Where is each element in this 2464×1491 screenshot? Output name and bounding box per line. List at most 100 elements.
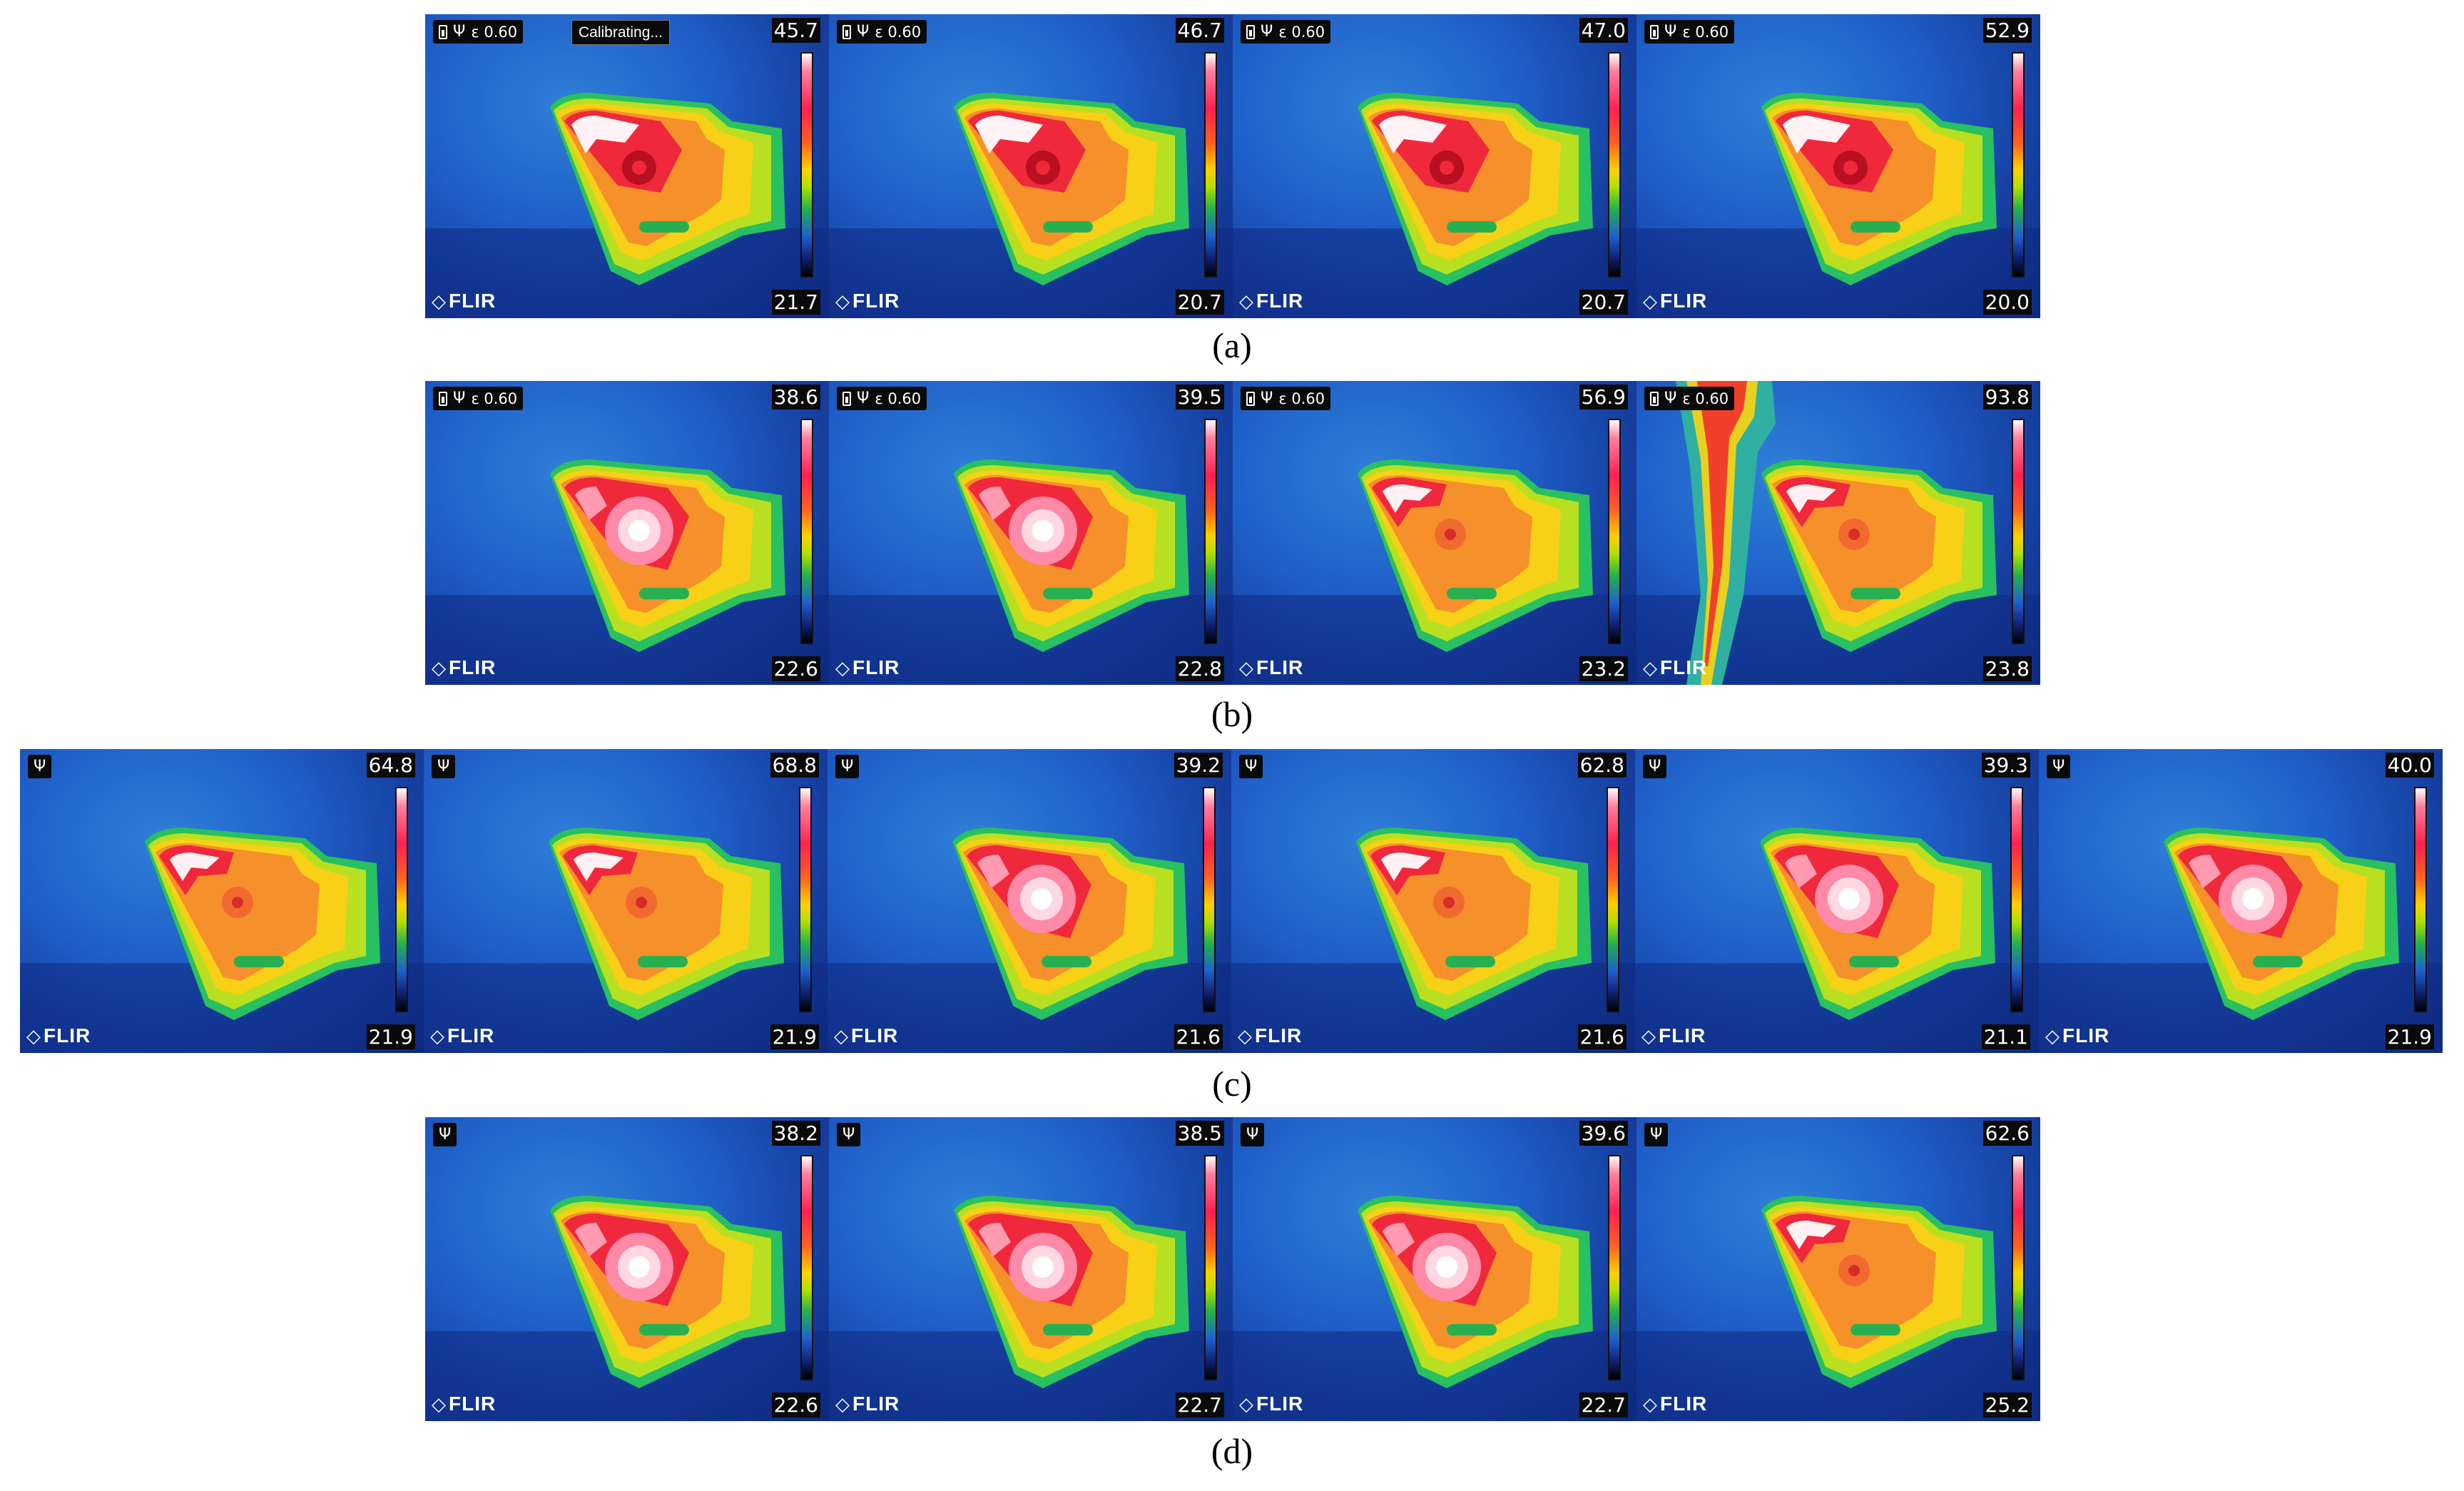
flir-logo-icon: ◇ <box>1643 656 1658 678</box>
status-bar: Ψ <box>837 1123 861 1146</box>
min-temperature: 21.6 <box>1174 1024 1223 1049</box>
emissivity-label: ε 0.60 <box>471 390 518 407</box>
color-scale-bar <box>1607 787 1619 1012</box>
thermal-hotspot-image <box>1635 828 2039 1053</box>
flir-logo: ◇ FLIR <box>1239 656 1303 679</box>
usb-icon: Ψ <box>453 22 466 41</box>
emissivity-label: ε 0.60 <box>1278 390 1325 407</box>
color-scale-bar <box>1608 1155 1621 1380</box>
thermal-hotspot-image <box>1231 828 1635 1053</box>
flir-logo: ◇ FLIR <box>1643 290 1707 312</box>
max-temperature: 38.6 <box>771 385 820 409</box>
usb-icon: Ψ <box>1261 389 1273 407</box>
usb-icon: Ψ <box>841 757 854 775</box>
emissivity-label: ε 0.60 <box>1682 23 1729 41</box>
min-temperature: 23.8 <box>1982 656 2032 681</box>
flir-brand-text: FLIR <box>852 1393 900 1415</box>
status-bar: Ψ <box>1644 1123 1669 1146</box>
status-bar: Ψ <box>1241 1123 1265 1146</box>
max-temperature: 38.5 <box>1175 1121 1224 1146</box>
flir-logo-icon: ◇ <box>432 656 447 678</box>
max-temperature: 39.6 <box>1579 1121 1628 1146</box>
max-temperature: 62.8 <box>1577 753 1626 778</box>
thermal-hotspot-image <box>829 459 1233 685</box>
thermal-hotspot-image <box>829 1196 1233 1421</box>
flir-logo: ◇ FLIR <box>835 290 900 312</box>
flir-logo-icon: ◇ <box>1238 1024 1253 1047</box>
thermal-hotspot-image <box>425 1196 829 1421</box>
min-temperature: 22.7 <box>1579 1393 1628 1418</box>
status-bar: Ψ <box>2047 755 2071 778</box>
thermal-image-panel: Ψ 39.2 21.6 ◇ FLIR <box>828 749 1231 1053</box>
color-scale-bar <box>1204 1155 1217 1380</box>
usb-icon: Ψ <box>1246 1125 1259 1144</box>
flir-logo-icon: ◇ <box>26 1024 41 1047</box>
flir-brand-text: FLIR <box>1255 1024 1303 1047</box>
flir-logo: ◇ FLIR <box>1239 1393 1303 1415</box>
battery-icon <box>1246 391 1255 406</box>
flir-logo-icon: ◇ <box>1239 1393 1254 1415</box>
emissivity-label: ε 0.60 <box>1682 390 1729 407</box>
color-scale-bar <box>1204 52 1217 278</box>
flir-logo-icon: ◇ <box>834 1024 849 1047</box>
max-temperature: 52.9 <box>1982 18 2032 43</box>
flir-logo-icon: ◇ <box>835 656 850 678</box>
flir-logo: ◇ FLIR <box>1641 1024 1706 1047</box>
max-temperature: 38.2 <box>771 1121 820 1146</box>
flir-brand-text: FLIR <box>44 1024 91 1047</box>
color-scale-bar <box>1608 52 1621 278</box>
flir-logo: ◇ FLIR <box>1239 290 1303 312</box>
thermal-image-panel: Ψ 39.6 22.7 ◇ FLIR <box>1233 1117 1636 1421</box>
battery-icon <box>439 24 447 39</box>
flir-brand-text: FLIR <box>1256 1393 1304 1415</box>
color-scale-bar <box>1204 419 1217 644</box>
thermal-image-panel: Ψ 39.3 21.1 ◇ FLIR <box>1635 749 2039 1053</box>
image-row: Ψ 38.2 22.6 ◇ FLIR Ψ 38.5 22.7 ◇ FLIR Ψ 39.6 22.7 ◇… <box>425 1117 2040 1421</box>
max-temperature: 39.3 <box>1981 753 2030 778</box>
status-bar: Ψ <box>1239 755 1263 778</box>
thermal-image-panel: Ψ 38.2 22.6 ◇ FLIR <box>425 1117 829 1421</box>
calibrating-badge: Calibrating... <box>571 20 670 45</box>
thermal-image-panel: Ψ 40.0 21.9 ◇ FLIR <box>2039 749 2443 1053</box>
status-bar: Ψ <box>1643 755 1667 778</box>
usb-icon: Ψ <box>34 757 46 775</box>
usb-icon: Ψ <box>857 22 870 41</box>
min-temperature: 21.9 <box>2385 1024 2434 1049</box>
subfigure-caption: (b) <box>1211 694 1253 734</box>
battery-icon <box>842 391 851 406</box>
thermal-image-panel: Ψ 68.8 21.9 ◇ FLIR <box>424 749 828 1053</box>
thermal-image-panel: Ψ 64.8 21.9 ◇ FLIR <box>20 749 424 1053</box>
image-row: Ψ 64.8 21.9 ◇ FLIR Ψ 68.8 21.9 ◇ FLIR Ψ 39.2 21.6 ◇… <box>20 749 2443 1053</box>
color-scale-bar <box>395 787 408 1012</box>
min-temperature: 21.7 <box>771 290 820 315</box>
thermal-image-panel: Ψ 62.6 25.2 ◇ FLIR <box>1636 1117 2040 1421</box>
flir-logo-icon: ◇ <box>1239 290 1254 312</box>
usb-icon: Ψ <box>439 1125 452 1144</box>
emissivity-label: ε 0.60 <box>875 390 922 407</box>
status-bar: Ψ <box>432 755 456 778</box>
min-temperature: 21.1 <box>1981 1024 2030 1049</box>
max-temperature: 39.5 <box>1175 385 1224 409</box>
flir-logo: ◇ FLIR <box>1643 656 1707 679</box>
thermal-hotspot-image <box>1636 381 2040 685</box>
max-temperature: 47.0 <box>1579 18 1628 43</box>
emissivity-label: ε 0.60 <box>471 23 518 41</box>
color-scale-bar <box>2012 52 2025 278</box>
color-scale-bar <box>800 419 813 644</box>
usb-icon: Ψ <box>1650 1125 1663 1144</box>
flir-brand-text: FLIR <box>1660 290 1708 312</box>
battery-icon <box>1650 391 1659 406</box>
flir-logo: ◇ FLIR <box>834 1024 898 1047</box>
